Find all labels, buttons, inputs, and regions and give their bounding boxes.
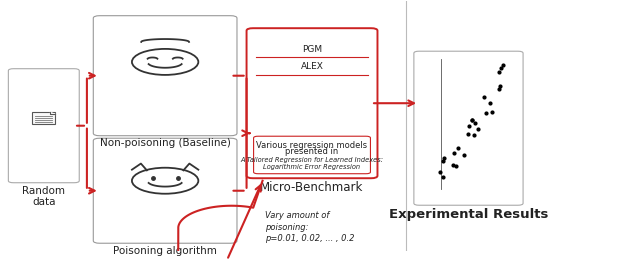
Text: PGM: PGM [302, 45, 322, 54]
Point [463, 132, 473, 136]
Point [435, 170, 445, 174]
Point [438, 160, 449, 164]
Text: Micro-Benchmark: Micro-Benchmark [260, 181, 364, 194]
Point [496, 66, 506, 70]
Point [495, 84, 506, 88]
Text: Various regression models: Various regression models [257, 141, 367, 150]
Point [451, 164, 461, 168]
Point [467, 118, 477, 123]
Text: Logarithmic Error Regression: Logarithmic Error Regression [264, 164, 360, 170]
Point [486, 110, 497, 114]
Point [481, 111, 492, 115]
Point [469, 133, 479, 137]
Point [452, 146, 463, 150]
FancyBboxPatch shape [93, 16, 237, 136]
Text: Poisoning algorithm: Poisoning algorithm [113, 246, 217, 256]
Text: Random
data: Random data [22, 186, 65, 207]
Text: Vary amount of
poisoning:
p=0.01, 0.02, ... , 0.2: Vary amount of poisoning: p=0.01, 0.02, … [265, 211, 355, 243]
Text: A Tailored Regression for Learned Indexes:: A Tailored Regression for Learned Indexe… [241, 157, 383, 163]
Point [478, 95, 488, 99]
FancyBboxPatch shape [246, 28, 378, 178]
Text: Non-poisoning (Baseline): Non-poisoning (Baseline) [100, 138, 230, 148]
Point [493, 70, 504, 74]
Point [459, 153, 469, 157]
FancyBboxPatch shape [93, 138, 237, 243]
Point [447, 163, 458, 167]
Text: presented in: presented in [285, 147, 339, 156]
Text: Experimental Results: Experimental Results [388, 208, 548, 221]
FancyBboxPatch shape [8, 69, 79, 183]
FancyBboxPatch shape [253, 136, 371, 174]
Polygon shape [49, 112, 55, 114]
Point [438, 156, 449, 160]
FancyBboxPatch shape [32, 112, 55, 125]
Point [467, 118, 477, 122]
Point [470, 121, 480, 125]
Point [493, 87, 504, 91]
Point [485, 100, 495, 105]
FancyBboxPatch shape [414, 51, 523, 205]
Point [473, 127, 483, 131]
Text: ALEX: ALEX [301, 62, 323, 71]
Point [498, 63, 508, 67]
Point [438, 175, 448, 179]
Point [463, 124, 474, 128]
Point [449, 151, 459, 155]
